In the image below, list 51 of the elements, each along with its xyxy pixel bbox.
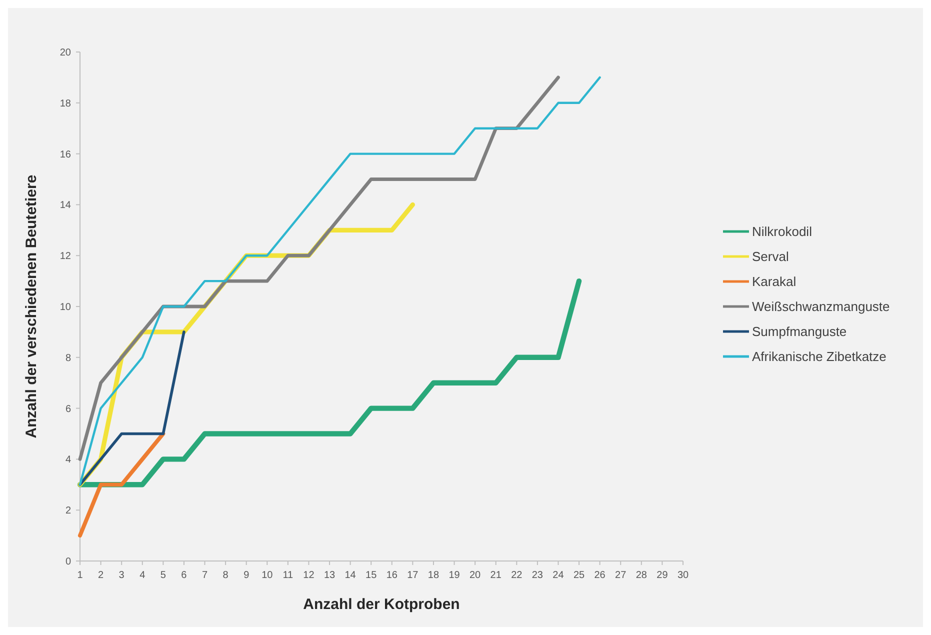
x-tick-label: 23 [532, 570, 544, 581]
x-tick-label: 26 [594, 570, 606, 581]
y-tick-label: 4 [65, 454, 72, 466]
x-tick-label: 29 [656, 570, 668, 581]
y-tick-label: 10 [60, 302, 72, 313]
x-tick-label: 24 [552, 570, 564, 581]
legend-label: Nilkrokodil [752, 224, 812, 240]
x-tick-label: 14 [344, 570, 356, 581]
legend-label: Afrikanische Zibetkatze [752, 349, 886, 364]
x-tick-label: 20 [470, 570, 482, 581]
y-tick-label: 0 [65, 556, 72, 568]
y-tick-label: 8 [65, 352, 72, 364]
x-tick-label: 11 [282, 570, 294, 581]
y-tick-label: 16 [60, 149, 72, 160]
x-tick-label: 18 [428, 570, 440, 581]
x-tick-label: 15 [366, 570, 378, 581]
x-tick-label: 21 [490, 570, 502, 581]
x-tick-label: 13 [324, 570, 336, 581]
y-tick-label: 18 [60, 98, 72, 110]
y-tick-label: 6 [65, 404, 72, 415]
x-tick-label: 16 [386, 570, 398, 581]
x-tick-label: 2 [98, 570, 104, 581]
x-tick-label: 19 [448, 570, 460, 581]
legend-label: Serval [752, 249, 789, 264]
x-tick-label: 5 [160, 570, 166, 581]
line-series [78, 330, 186, 486]
x-tick-label: 8 [222, 570, 229, 581]
x-tick-label: 22 [511, 570, 523, 581]
x-tick-label: 9 [244, 570, 250, 581]
x-tick-label: 3 [118, 570, 125, 581]
x-tick-label: 30 [677, 570, 689, 581]
legend-label: Karakal [752, 274, 796, 290]
legend-label: Weißschwanzmanguste [752, 299, 890, 314]
x-tick-label: 1 [77, 570, 84, 581]
y-tick-label: 12 [60, 251, 72, 262]
x-tick-label: 27 [615, 570, 627, 581]
legend-label: Sumpfmanguste [752, 324, 847, 340]
x-tick-label: 10 [262, 570, 274, 581]
x-tick-label: 4 [140, 570, 146, 581]
x-tick-label: 17 [407, 570, 419, 581]
x-tick-label: 12 [303, 570, 315, 581]
y-tick-label: 20 [60, 48, 72, 58]
y-tick-label: 14 [60, 200, 72, 212]
x-tick-label: 25 [573, 570, 586, 581]
x-axis-title: Anzahl der Kotproben [303, 596, 460, 613]
x-tick-label: 28 [636, 570, 648, 581]
line-series [78, 432, 166, 538]
x-tick-label: 7 [202, 570, 208, 581]
x-tick-label: 6 [181, 570, 188, 581]
y-axis-title: Anzahl der verschiedenen Beutetiere [23, 174, 40, 438]
y-tick-label: 2 [65, 506, 72, 517]
